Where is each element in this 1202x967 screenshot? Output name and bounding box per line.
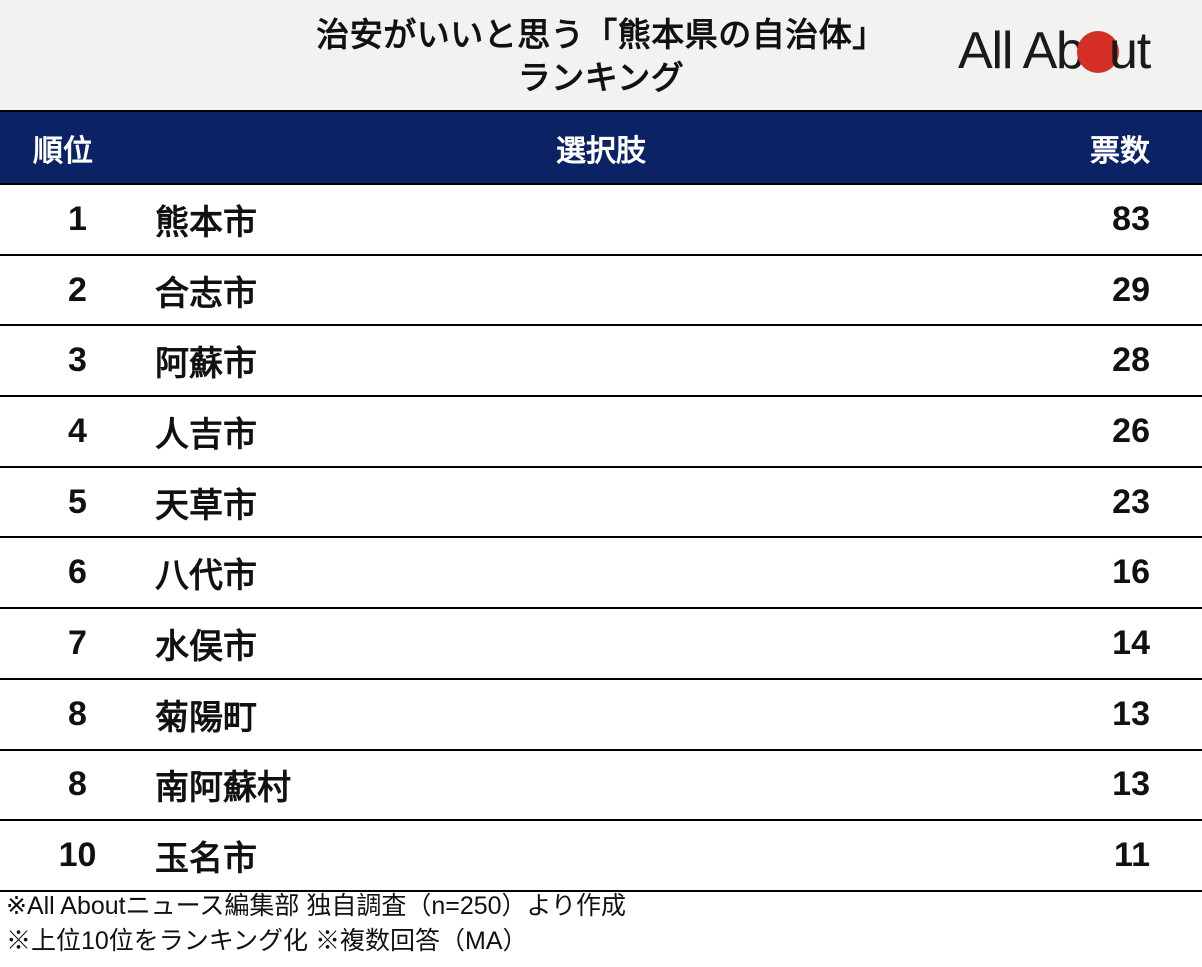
svg-text:All Ab: All Ab — [958, 26, 1084, 80]
svg-text:ut: ut — [1109, 26, 1152, 80]
